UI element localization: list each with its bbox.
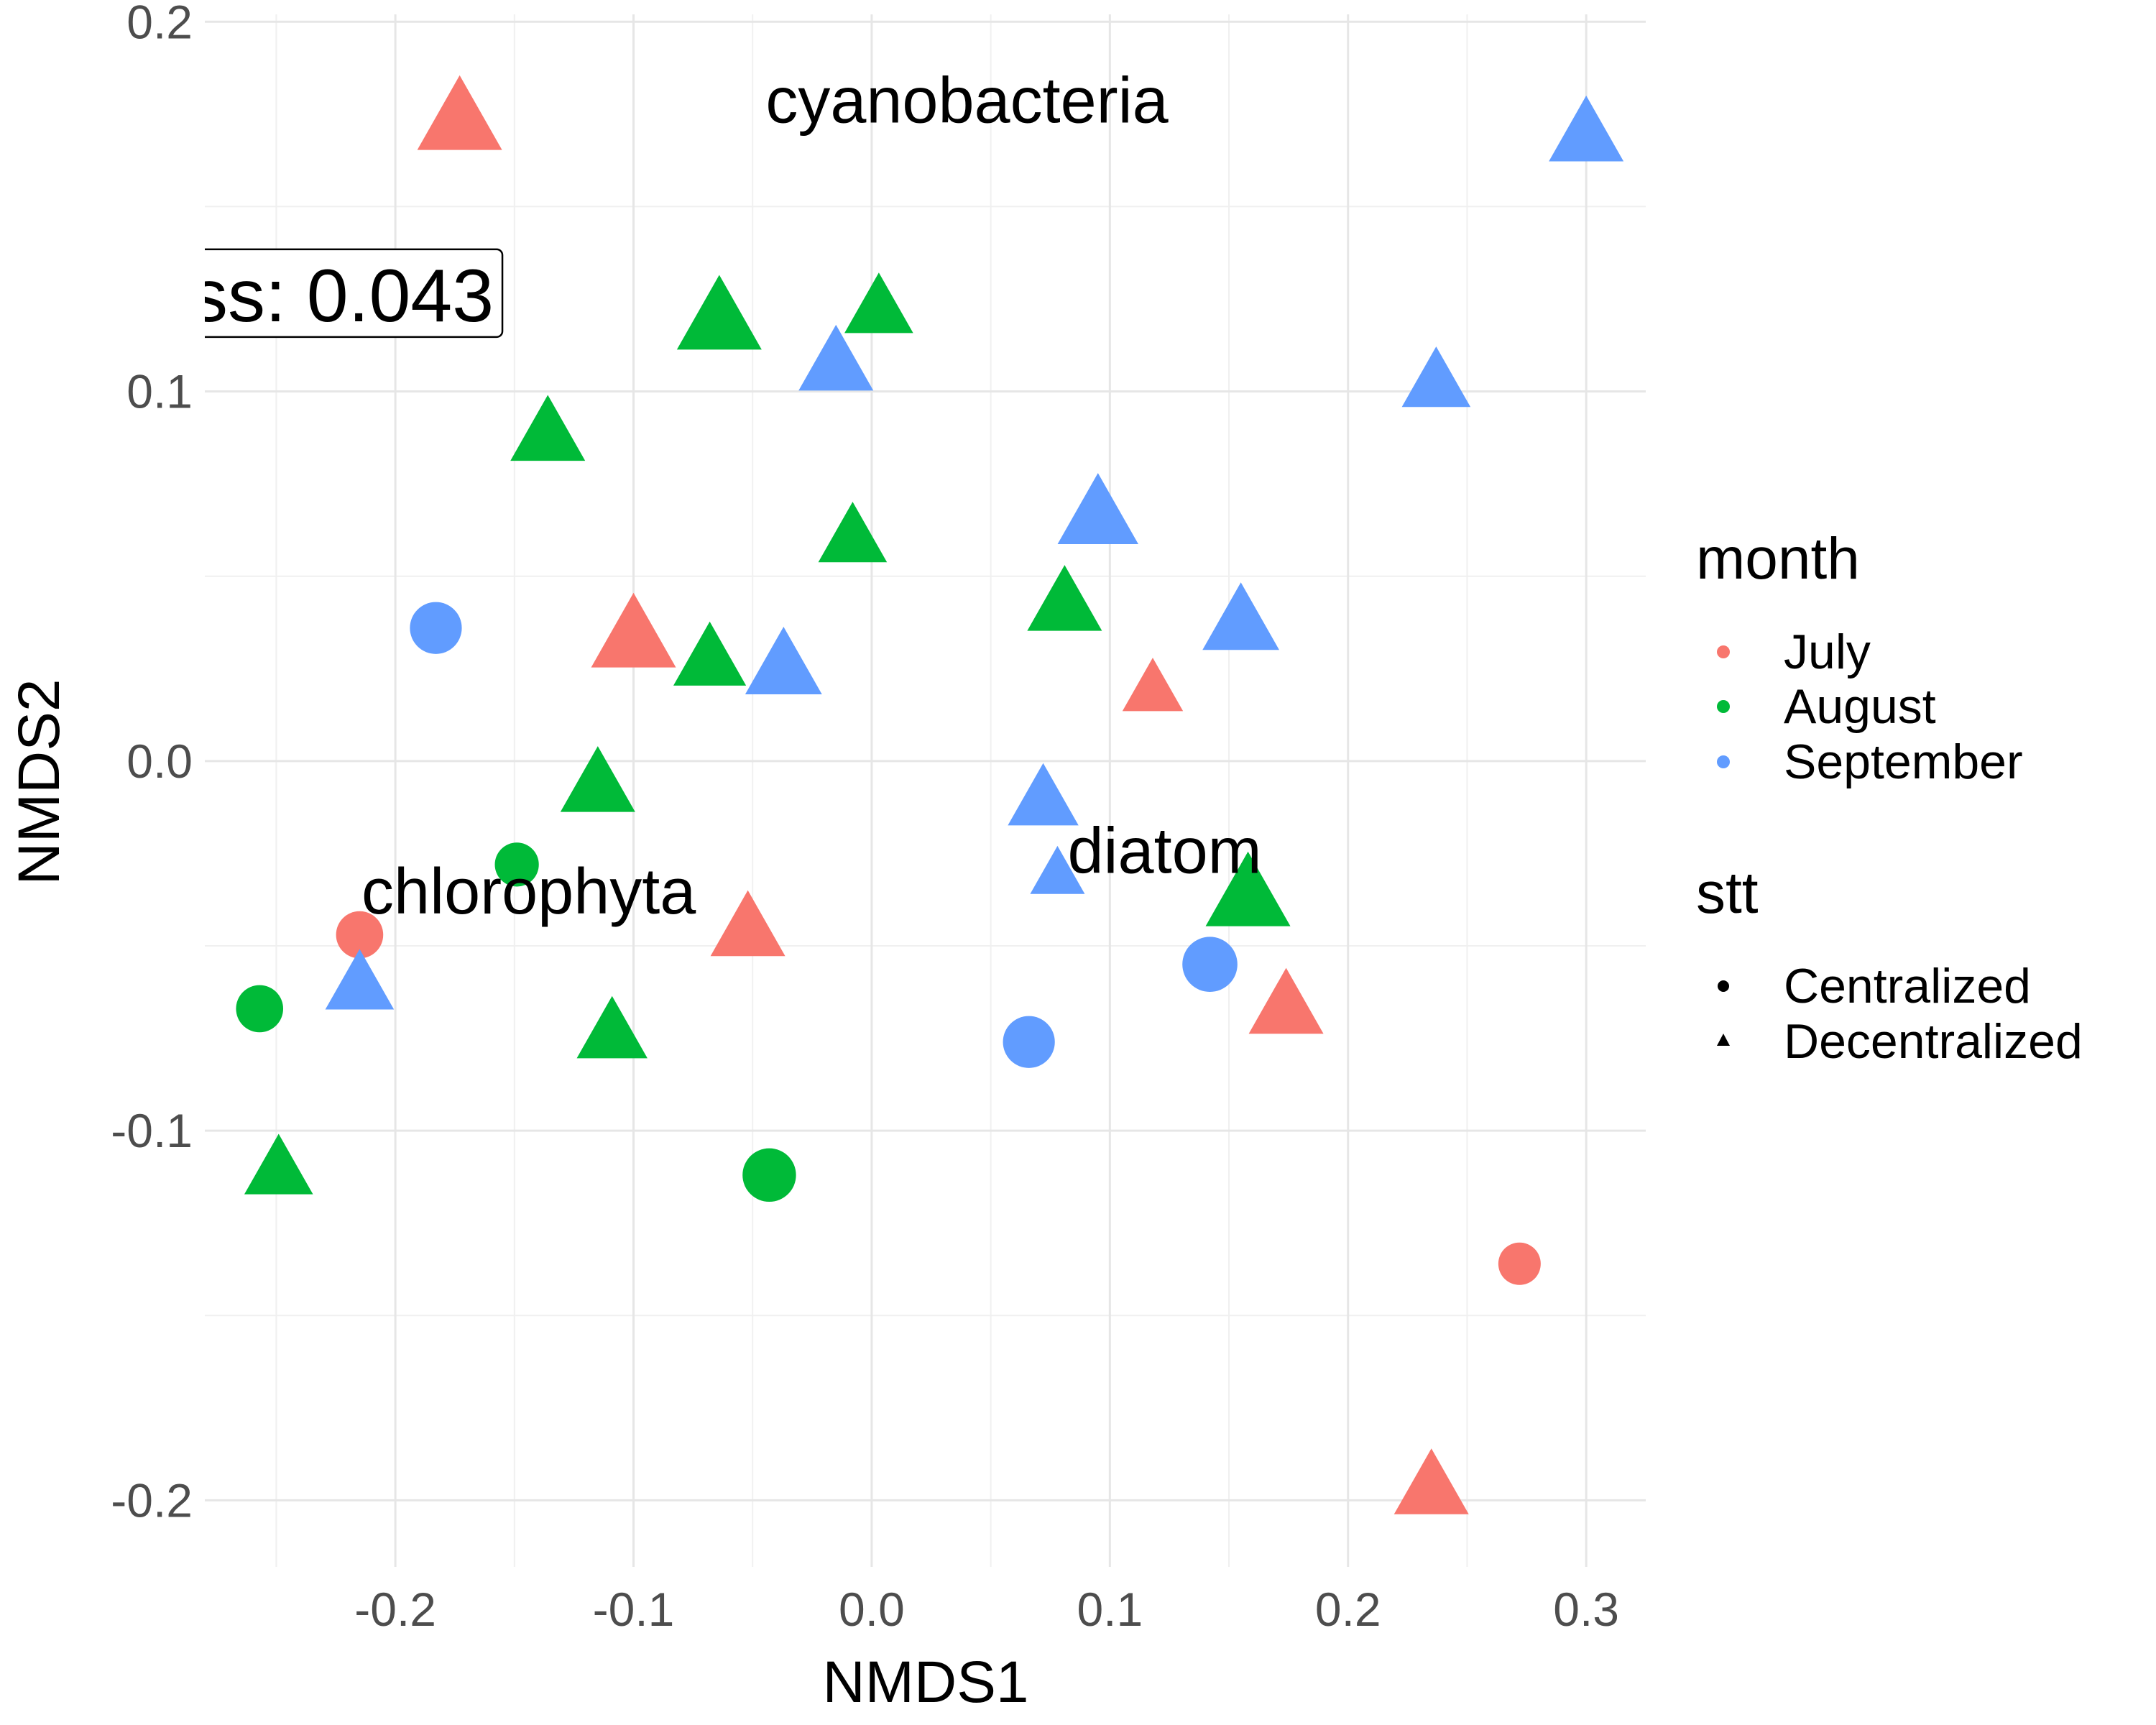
minor-gridlines	[205, 14, 1646, 1567]
data-point-triangle	[417, 75, 502, 150]
x-axis-tick-labels: -0.2 -0.1 0.0 0.1 0.2 0.3	[354, 1583, 1619, 1636]
taxon-annotation: cyanobacteria	[765, 65, 1169, 137]
data-point-triangle	[1549, 95, 1624, 162]
data-point-triangle	[745, 627, 822, 694]
data-point-triangle	[798, 324, 874, 391]
x-tick-label: -0.1	[593, 1583, 675, 1636]
data-point-circle	[336, 911, 384, 959]
y-tick-label: 0.1	[126, 365, 193, 418]
legend-label-centralized: Centralized	[1784, 959, 2031, 1013]
stress-label: ss: 0.043	[190, 248, 504, 339]
y-axis-tick-labels: -0.2 -0.1 0.0 0.1 0.2	[111, 0, 193, 1527]
data-point-circle	[236, 985, 284, 1033]
data-point-triangle	[818, 502, 888, 563]
x-axis-title: NMDS1	[822, 1650, 1028, 1715]
data-point-triangle	[1027, 565, 1102, 631]
data-points	[236, 75, 1624, 1514]
x-tick-label: 0.2	[1315, 1583, 1381, 1636]
x-tick-label: 0.3	[1553, 1583, 1619, 1636]
data-point-circle	[494, 842, 539, 887]
legend-key-september	[1717, 755, 1730, 768]
data-point-triangle	[1205, 851, 1291, 926]
x-tick-label: 0.0	[839, 1583, 905, 1636]
major-gridlines	[205, 14, 1646, 1567]
legend-label-september: September	[1784, 735, 2023, 789]
stress-label-box	[205, 248, 504, 339]
y-tick-label: -0.1	[111, 1104, 193, 1157]
y-tick-label: 0.2	[126, 0, 193, 48]
data-point-triangle	[1122, 658, 1184, 712]
data-point-triangle	[576, 995, 648, 1059]
data-point-triangle	[676, 275, 762, 350]
x-tick-label: -0.2	[354, 1583, 436, 1636]
data-point-triangle	[1248, 967, 1324, 1034]
data-point-triangle	[244, 1133, 313, 1195]
legend-key-august	[1717, 700, 1730, 713]
data-point-circle	[742, 1148, 796, 1202]
data-point-triangle	[1393, 1448, 1469, 1514]
legend-label-july: July	[1784, 625, 1871, 679]
data-point-triangle	[1030, 845, 1085, 894]
taxon-annotation: chlorophyta	[361, 856, 696, 928]
data-point-triangle	[1008, 763, 1079, 826]
data-point-circle	[410, 602, 462, 654]
legend-label-august: August	[1784, 679, 1936, 734]
data-point-triangle	[673, 621, 747, 686]
data-point-triangle	[510, 395, 586, 461]
legend-key-july	[1717, 645, 1730, 658]
taxon-annotations: cyanobacteria diatom chlorophyta	[361, 65, 1262, 928]
data-point-triangle	[1401, 346, 1471, 408]
x-tick-label: 0.1	[1077, 1583, 1143, 1636]
data-point-triangle	[844, 272, 913, 334]
legend-stt-title: stt	[1696, 860, 1759, 926]
stress-label-text: ss: 0.043	[190, 254, 494, 338]
y-tick-label: -0.2	[111, 1473, 193, 1527]
legend-key-decentralized	[1717, 1034, 1730, 1046]
data-point-circle	[1182, 937, 1238, 993]
legend: month July August September stt Centrali…	[1696, 526, 2083, 1069]
data-point-circle	[1003, 1016, 1055, 1068]
y-axis-title: NMDS2	[6, 678, 72, 885]
data-point-triangle	[710, 890, 786, 957]
data-point-triangle	[591, 592, 676, 668]
data-point-triangle	[560, 746, 635, 812]
data-point-circle	[1498, 1242, 1541, 1285]
data-point-triangle	[1202, 582, 1280, 650]
data-point-triangle	[325, 949, 395, 1010]
y-tick-label: 0.0	[126, 735, 193, 788]
data-point-triangle	[1057, 473, 1138, 545]
legend-month-title: month	[1696, 526, 1860, 592]
taxon-annotation: diatom	[1067, 815, 1261, 887]
legend-label-decentralized: Decentralized	[1784, 1014, 2083, 1069]
legend-key-centralized	[1718, 980, 1729, 992]
